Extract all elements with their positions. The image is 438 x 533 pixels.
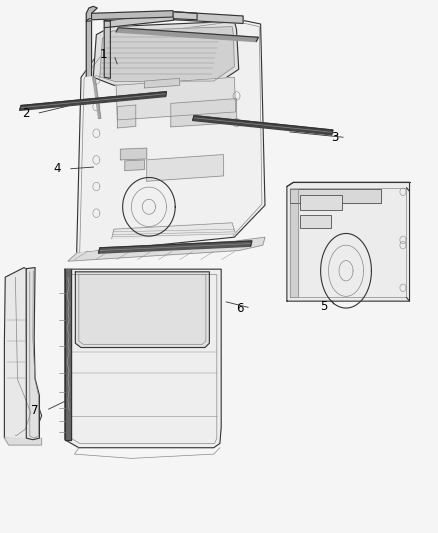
Polygon shape (147, 155, 223, 181)
Polygon shape (104, 12, 173, 28)
Polygon shape (112, 223, 235, 239)
Polygon shape (92, 11, 173, 20)
Polygon shape (99, 241, 252, 253)
Polygon shape (4, 438, 42, 445)
Polygon shape (93, 21, 239, 85)
Polygon shape (145, 78, 180, 88)
Text: 6: 6 (236, 302, 244, 314)
Polygon shape (290, 189, 381, 203)
Polygon shape (77, 19, 265, 253)
Polygon shape (75, 272, 209, 348)
Text: 1: 1 (99, 49, 107, 61)
Polygon shape (171, 99, 237, 127)
Polygon shape (26, 268, 39, 440)
Text: 7: 7 (31, 404, 39, 417)
Polygon shape (65, 269, 221, 448)
Polygon shape (173, 12, 243, 23)
Polygon shape (300, 195, 342, 210)
Text: 2: 2 (21, 107, 29, 120)
Polygon shape (173, 12, 197, 20)
Polygon shape (290, 189, 298, 297)
Polygon shape (20, 92, 166, 110)
Polygon shape (86, 6, 97, 21)
Polygon shape (193, 116, 333, 135)
Polygon shape (93, 77, 101, 118)
Polygon shape (120, 148, 147, 160)
Polygon shape (116, 77, 236, 120)
Polygon shape (116, 28, 258, 42)
Polygon shape (65, 269, 71, 440)
Polygon shape (4, 268, 42, 440)
Polygon shape (100, 27, 234, 82)
Polygon shape (125, 160, 145, 171)
Polygon shape (287, 182, 410, 301)
Text: 4: 4 (53, 163, 61, 175)
Polygon shape (86, 21, 92, 76)
Polygon shape (104, 20, 110, 78)
Polygon shape (68, 237, 265, 261)
Polygon shape (117, 105, 136, 128)
Polygon shape (300, 215, 331, 228)
Text: 3: 3 (332, 131, 339, 144)
Text: 5: 5 (321, 300, 328, 313)
